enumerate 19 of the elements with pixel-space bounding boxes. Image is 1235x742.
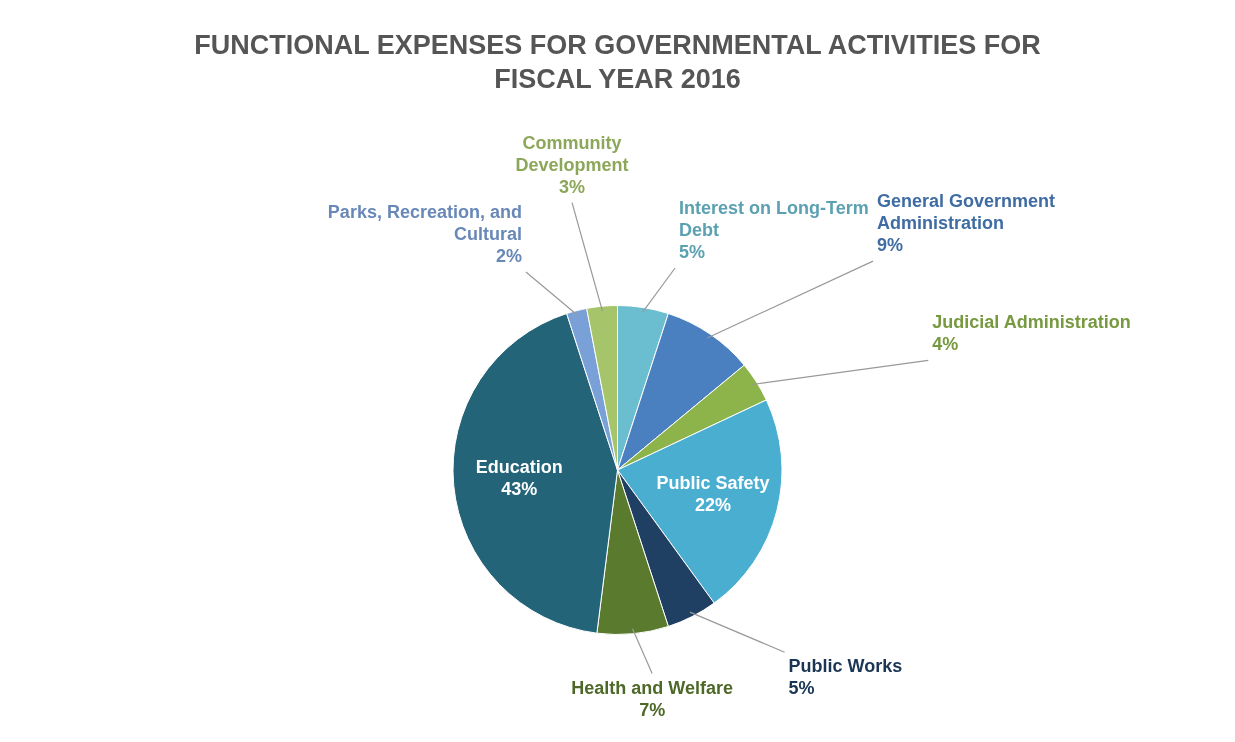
data-label: 5% (679, 241, 706, 262)
chart-title: FUNCTIONAL EXPENSES FOR GOVERNMENTAL ACTIVITIES FOR FISCAL YEAR 2016 (193, 29, 1042, 96)
slice-label: Judicial Administration (932, 312, 1131, 333)
data-label: 3% (559, 176, 586, 197)
data-label: 22% (695, 494, 732, 515)
slice-label: Health and Welfare (571, 677, 733, 698)
slice-label: Interest on Long-Term Debt (679, 197, 869, 240)
data-label: 9% (876, 235, 903, 256)
data-label: 7% (639, 699, 666, 720)
slice-label: Community Development (515, 132, 629, 175)
slice-label: Education (475, 457, 563, 478)
slice-label: Public Safety (656, 472, 770, 493)
data-label: 43% (501, 479, 538, 500)
data-label: 5% (788, 678, 815, 699)
slice-label: Parks, Recreation, and Cultural (327, 201, 522, 244)
slice-label: General Government Administration (876, 191, 1056, 234)
data-label: 2% (495, 245, 522, 266)
data-label: 4% (932, 334, 959, 355)
slice-label: Public Works (788, 656, 903, 677)
